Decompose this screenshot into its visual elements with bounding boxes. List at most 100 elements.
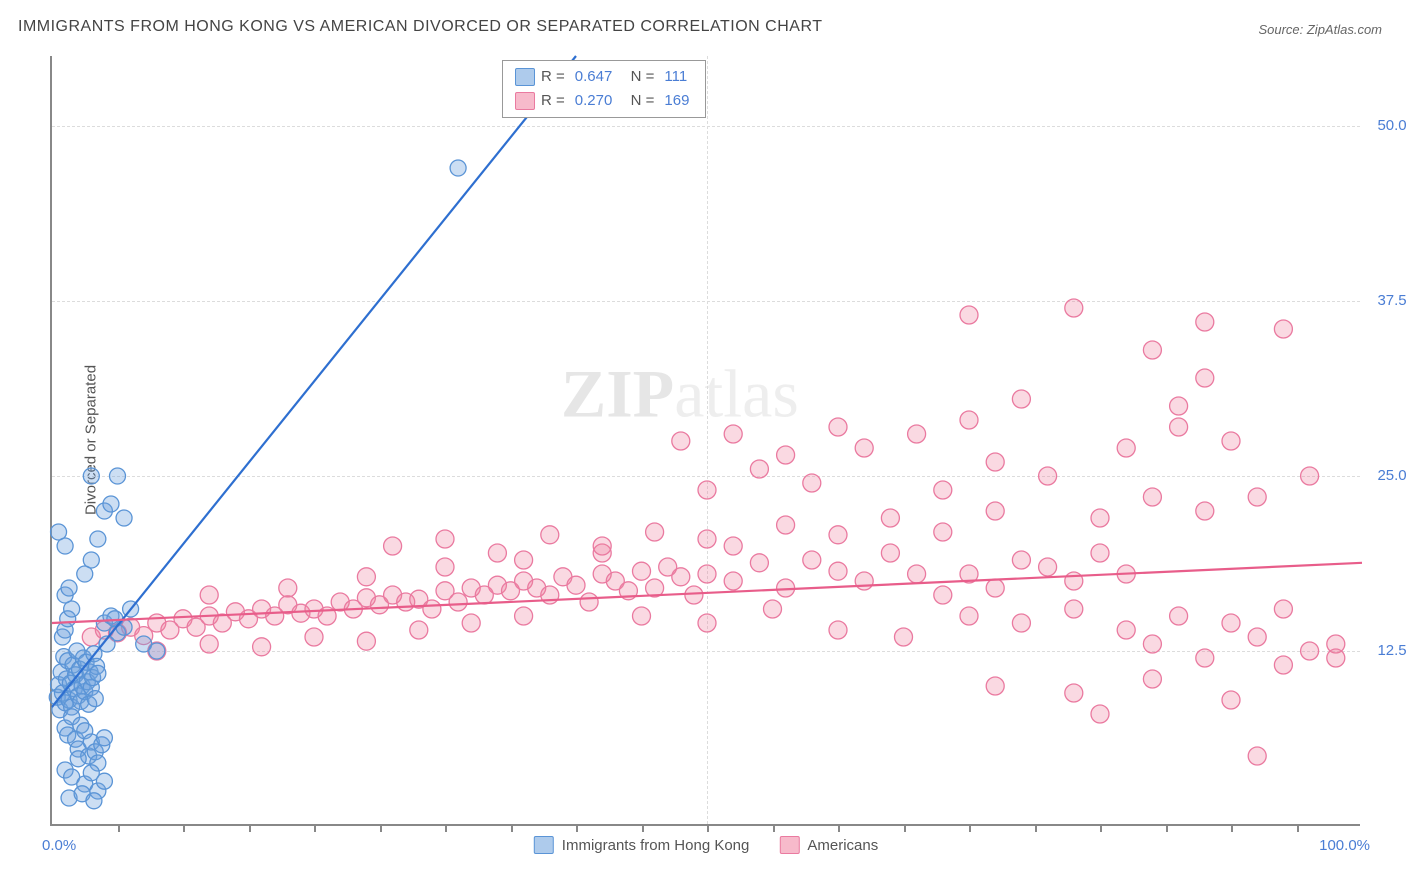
bottom-legend-hk-label: Immigrants from Hong Kong [562,837,750,854]
data-point [777,516,795,534]
data-point [1170,397,1188,415]
data-point [1065,299,1083,317]
data-point [1274,656,1292,674]
legend-r-label: R = [541,65,565,89]
data-point [410,621,428,639]
data-point [1012,614,1030,632]
data-point [1196,313,1214,331]
scatter-plot-svg [52,56,1360,824]
data-point [1222,614,1240,632]
data-point [1065,600,1083,618]
data-point [1248,488,1266,506]
legend-r-label: R = [541,89,565,113]
data-point [200,635,218,653]
data-point [1222,691,1240,709]
x-tick [118,824,120,832]
data-point [855,439,873,457]
data-point [90,665,106,681]
data-point [646,523,664,541]
data-point [110,468,126,484]
data-point [149,643,165,659]
data-point [423,600,441,618]
data-point [881,544,899,562]
data-point [116,510,132,526]
data-point [357,632,375,650]
source-attribution: Source: ZipAtlas.com [1258,22,1382,37]
data-point [1301,467,1319,485]
x-tick [838,824,840,832]
data-point [279,579,297,597]
x-tick [1166,824,1168,832]
data-point [1065,684,1083,702]
chart-title: IMMIGRANTS FROM HONG KONG VS AMERICAN DI… [18,18,823,36]
data-point [593,537,611,555]
bottom-legend-am-label: Americans [807,837,878,854]
data-point [764,600,782,618]
data-point [633,562,651,580]
data-point [1143,670,1161,688]
data-point [934,481,952,499]
data-point [1196,502,1214,520]
y-tick-label: 50.0% [1365,117,1406,134]
swatch-am [515,92,535,110]
data-point [1117,621,1135,639]
data-point [895,628,913,646]
data-point [1196,649,1214,667]
data-point [777,446,795,464]
legend-n-label: N = [622,89,654,113]
x-tick [642,824,644,832]
data-point [1248,628,1266,646]
data-point [829,418,847,436]
data-point [1274,600,1292,618]
data-point [1039,558,1057,576]
data-point [881,509,899,527]
data-point [253,638,271,656]
data-point [1274,320,1292,338]
data-point [934,523,952,541]
data-point [1196,369,1214,387]
legend-r-hk: 0.647 [575,65,613,89]
data-point [934,586,952,604]
data-point [724,425,742,443]
data-point [1117,439,1135,457]
data-point [1327,649,1345,667]
x-tick [1297,824,1299,832]
legend-r-am: 0.270 [575,89,613,113]
data-point [829,562,847,580]
y-tick-label: 25.0% [1365,467,1406,484]
data-point [96,730,112,746]
data-point [829,526,847,544]
bottom-legend-am: Americans [779,836,878,854]
data-point [1170,418,1188,436]
data-point [488,544,506,562]
data-point [1248,747,1266,765]
data-point [384,537,402,555]
data-point [1012,390,1030,408]
bottom-legend-hk: Immigrants from Hong Kong [534,836,750,854]
swatch-hk [515,68,535,86]
y-tick-label: 12.5% [1365,642,1406,659]
data-point [90,531,106,547]
data-point [908,425,926,443]
data-point [986,579,1004,597]
data-point [1091,544,1109,562]
data-point [698,530,716,548]
x-tick [707,824,709,832]
data-point [449,593,467,611]
swatch-am-icon [779,836,799,854]
data-point [436,530,454,548]
data-point [724,537,742,555]
x-axis-min-label: 0.0% [42,837,76,854]
x-tick [380,824,382,832]
data-point [77,566,93,582]
legend-n-hk: 111 [664,65,687,89]
x-tick [773,824,775,832]
data-point [960,411,978,429]
x-tick [1100,824,1102,832]
data-point [87,691,103,707]
data-point [672,568,690,586]
data-point [462,614,480,632]
data-point [803,551,821,569]
data-point [96,773,112,789]
data-point [1039,467,1057,485]
